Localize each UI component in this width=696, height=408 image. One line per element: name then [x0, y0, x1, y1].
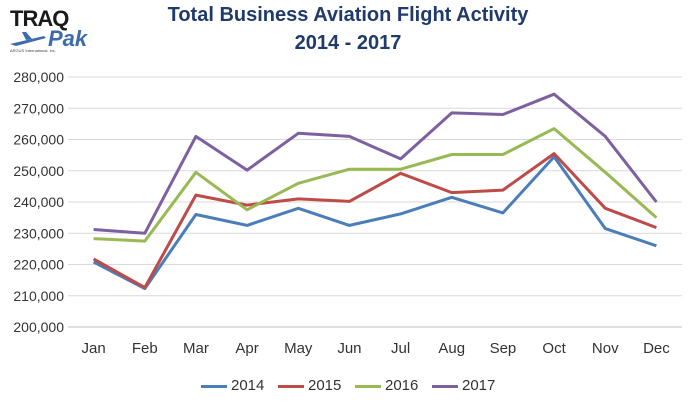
x-tick-label: Sep: [490, 340, 517, 357]
y-tick-label: 280,000: [13, 69, 64, 85]
x-tick-label: Mar: [183, 340, 209, 357]
x-tick-label: Nov: [592, 340, 619, 357]
y-tick-label: 210,000: [13, 288, 64, 304]
legend-label: 2014: [231, 377, 265, 394]
legend-label: 2016: [385, 377, 419, 394]
legend-swatch: [432, 385, 458, 388]
series-line-2017: [93, 92, 658, 235]
x-tick-label: Oct: [542, 340, 566, 357]
x-tick-label: May: [284, 340, 313, 357]
airplane-icon: [10, 32, 46, 46]
logo-secondary-text: Pak: [48, 26, 88, 51]
y-tick-label: 250,000: [13, 163, 64, 179]
logo-primary-text: TRAQ: [10, 6, 69, 31]
series-line-2015: [92, 152, 657, 290]
legend-swatch: [355, 385, 381, 388]
x-tick-label: Feb: [132, 340, 158, 357]
x-tick-label: Aug: [438, 340, 465, 357]
y-tick-label: 270,000: [13, 100, 64, 116]
series-line-2014: [92, 155, 657, 291]
x-tick-label: Dec: [643, 340, 670, 357]
legend-label: 2017: [462, 377, 496, 394]
y-tick-label: 220,000: [13, 257, 64, 273]
x-tick-label: Apr: [235, 340, 258, 357]
chart-legend: 2014 2015 2016 2017: [0, 376, 696, 396]
y-tick-label: 240,000: [13, 194, 64, 210]
x-tick-label: Jan: [81, 340, 105, 357]
logo-subtitle: ARGUS International, Inc.: [10, 48, 57, 53]
x-tick-label: Jul: [391, 340, 410, 357]
series-line-2016: [93, 127, 658, 243]
x-tick-label: Jun: [337, 340, 361, 357]
chart-title: Total Business Aviation Flight Activity: [167, 4, 529, 26]
y-tick-label: 230,000: [13, 225, 64, 241]
traqpak-logo: TRAQ Pak ARGUS International, Inc.: [4, 4, 114, 58]
y-tick-label: 200,000: [13, 319, 64, 335]
legend-label: 2015: [308, 377, 342, 394]
legend-swatch: [201, 385, 227, 388]
legend-swatch: [278, 385, 304, 388]
y-tick-label: 260,000: [13, 132, 64, 148]
chart-subtitle: 2014 - 2017: [294, 32, 402, 54]
